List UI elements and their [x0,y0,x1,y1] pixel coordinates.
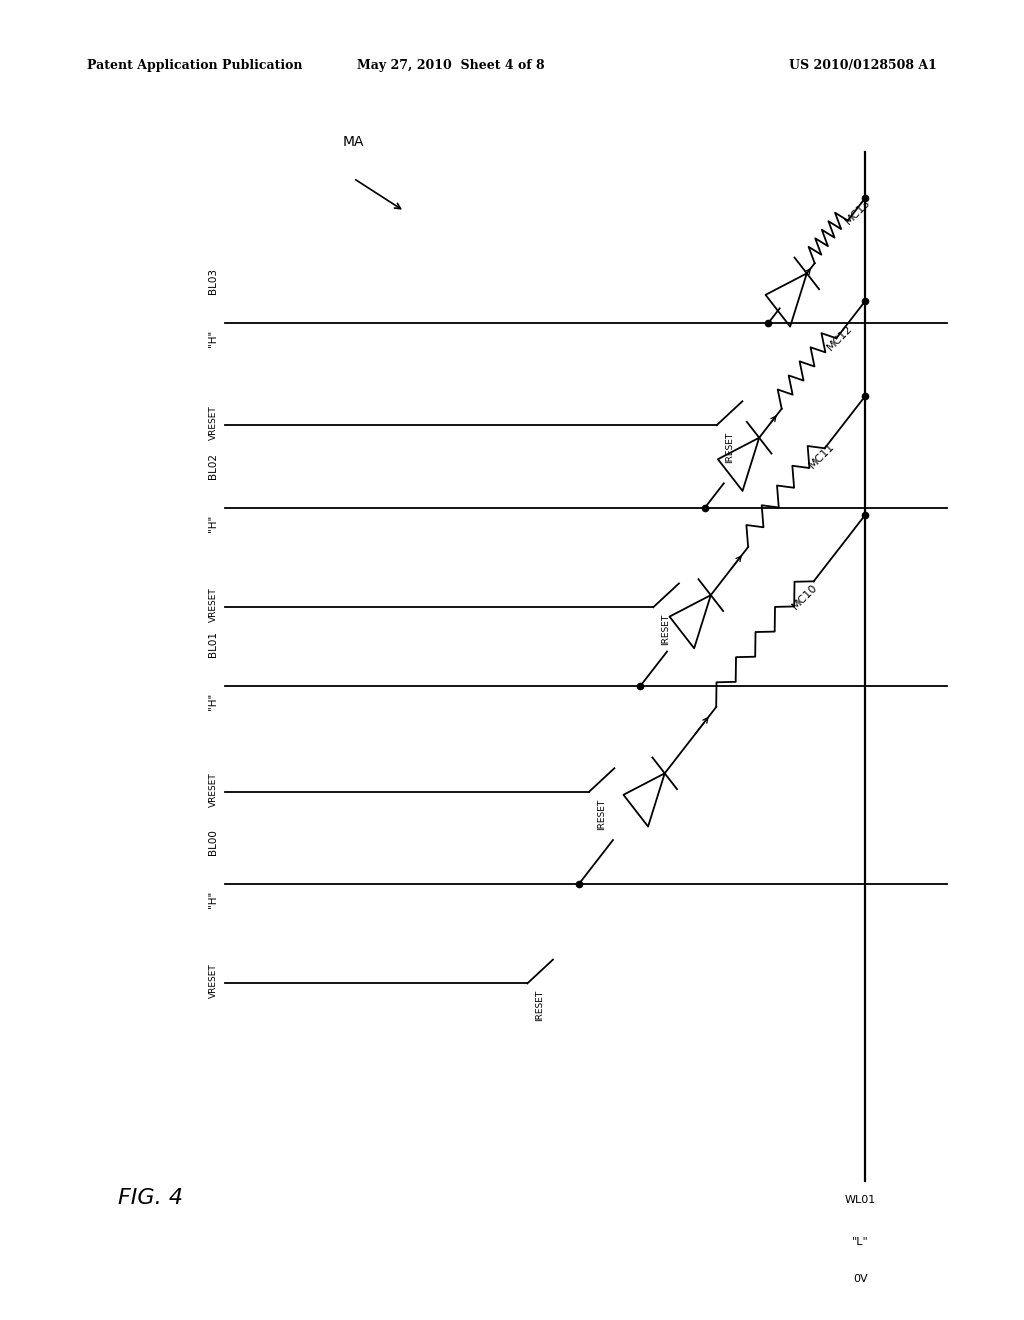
Text: 0V: 0V [853,1274,867,1284]
Text: VRESET: VRESET [209,587,217,622]
Text: "H": "H" [208,515,218,532]
Text: Patent Application Publication: Patent Application Publication [87,59,302,73]
Text: WL01: WL01 [845,1195,876,1205]
Text: BL02: BL02 [208,453,218,479]
Text: BL01: BL01 [208,631,218,657]
Text: VRESET: VRESET [209,772,217,807]
Text: "H": "H" [208,891,218,908]
Text: IRESET: IRESET [597,799,606,830]
Text: "H": "H" [208,693,218,710]
Text: "H": "H" [208,330,218,347]
Text: MC11: MC11 [807,441,837,471]
Text: VRESET: VRESET [209,964,217,998]
Text: IRESET: IRESET [662,614,671,645]
Text: BL00: BL00 [208,829,218,855]
Text: MC10: MC10 [791,582,819,611]
Text: MA: MA [343,135,365,149]
Text: "L": "L" [852,1237,868,1247]
Text: FIG. 4: FIG. 4 [118,1188,182,1208]
Text: May 27, 2010  Sheet 4 of 8: May 27, 2010 Sheet 4 of 8 [356,59,545,73]
Text: MC12: MC12 [825,323,855,352]
Text: IRESET: IRESET [725,432,734,463]
Text: US 2010/0128508 A1: US 2010/0128508 A1 [790,59,937,73]
Text: MC13: MC13 [843,197,872,227]
Text: VRESET: VRESET [209,405,217,440]
Text: IRESET: IRESET [536,990,545,1022]
Text: BL03: BL03 [208,268,218,294]
